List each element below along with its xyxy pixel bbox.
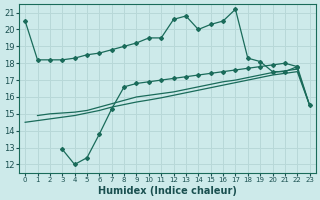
X-axis label: Humidex (Indice chaleur): Humidex (Indice chaleur)	[98, 186, 237, 196]
